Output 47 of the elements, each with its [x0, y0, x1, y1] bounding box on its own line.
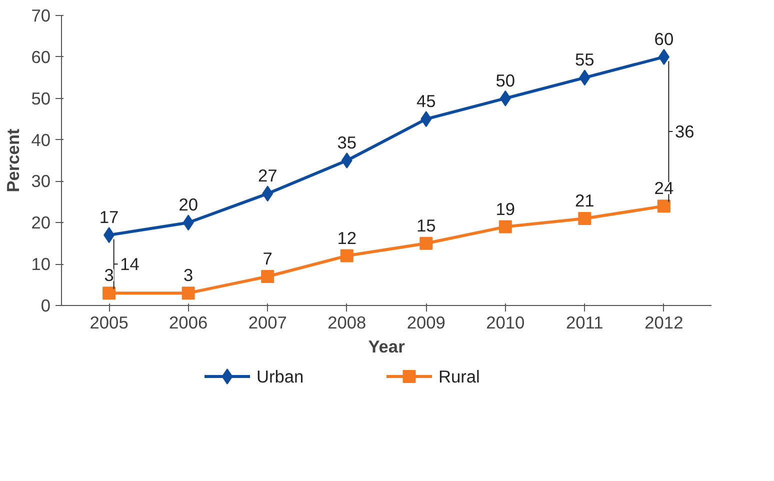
x-tick-label: 2008	[328, 312, 366, 332]
x-tick-label: 2007	[248, 312, 287, 332]
data-label: 21	[575, 190, 594, 210]
y-axis-title: Percent	[3, 128, 24, 192]
data-label: 24	[654, 178, 674, 198]
data-label: 20	[178, 194, 198, 215]
data-label: 27	[258, 166, 278, 186]
x-tick-label: 2011	[566, 312, 604, 332]
x-tick-label: 2010	[486, 312, 525, 332]
point	[341, 152, 352, 168]
data-label: 17	[99, 207, 119, 228]
data-label: 7	[262, 248, 272, 268]
y-tick-label: 40	[31, 130, 51, 150]
x-tick-label: 2005	[90, 312, 128, 332]
x-axis-title: Year	[368, 336, 406, 356]
data-label: 15	[416, 215, 436, 236]
point	[657, 200, 670, 213]
point	[261, 270, 274, 283]
point	[498, 220, 512, 234]
data-label: 12	[337, 228, 357, 248]
data-label: 3	[184, 265, 194, 286]
data-label: 3	[104, 265, 114, 286]
point	[102, 286, 116, 300]
point	[420, 236, 433, 250]
annotation: 14	[120, 254, 140, 274]
point	[340, 249, 354, 262]
y-tick-label: 20	[31, 212, 51, 233]
y-tick-label: 30	[31, 171, 51, 192]
point	[578, 212, 592, 225]
y-tick-label: 50	[31, 88, 51, 108]
point	[182, 286, 195, 300]
data-label: 55	[575, 50, 594, 70]
x-tick-label: 2012	[644, 312, 684, 332]
y-tick-label: 0	[40, 296, 51, 316]
data-label: 50	[496, 70, 516, 90]
y-tick-label: 70	[31, 6, 51, 26]
legend-label: Rural	[438, 366, 480, 386]
data-label: 35	[337, 132, 357, 152]
x-tick-label: 2006	[169, 312, 208, 332]
annotation: 36	[675, 122, 694, 142]
data-label: 45	[416, 91, 436, 112]
data-label: 60	[654, 28, 674, 49]
legend-label: Urban	[256, 366, 304, 386]
data-label: 19	[496, 198, 516, 219]
y-tick-label: 60	[31, 46, 51, 67]
x-tick-label: 2009	[406, 312, 446, 332]
y-tick-label: 10	[31, 254, 51, 274]
